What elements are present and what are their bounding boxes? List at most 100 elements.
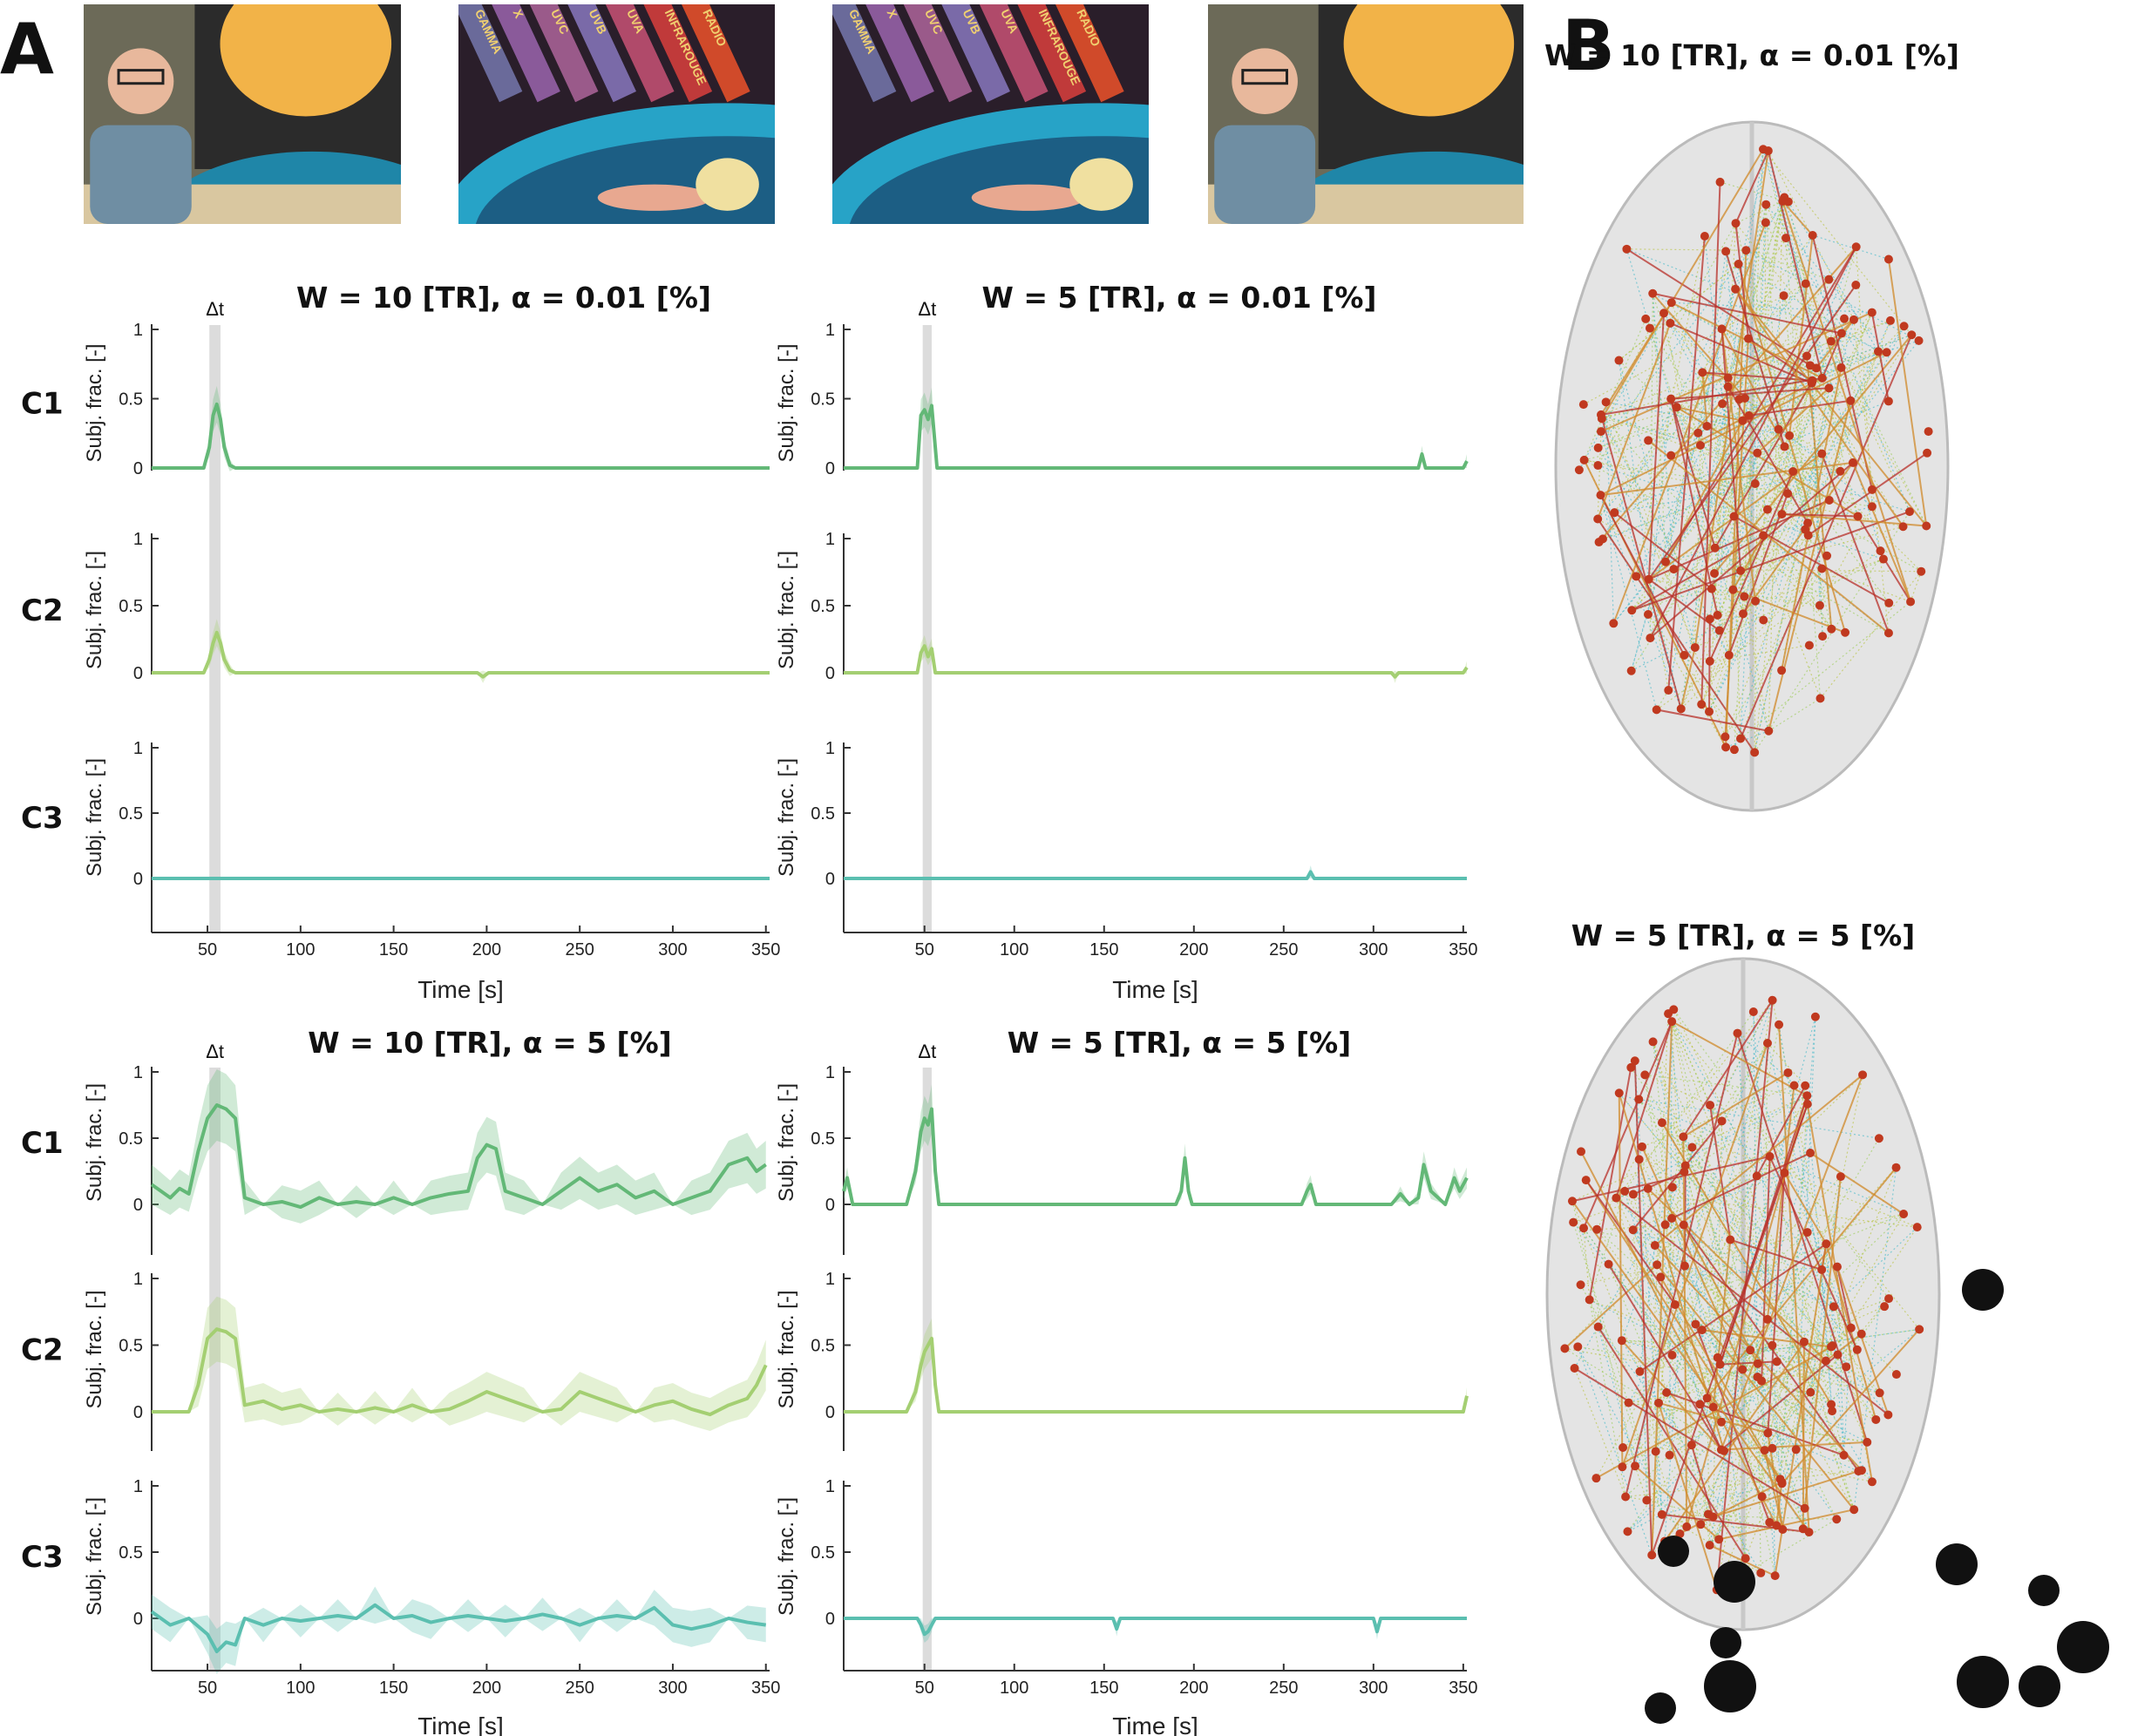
network-node	[1667, 1017, 1677, 1027]
network-edge	[1768, 697, 1821, 732]
network-node	[1832, 1262, 1842, 1271]
network-edge	[1628, 1402, 1868, 1443]
network-edge-strong	[1783, 1172, 1828, 1244]
network-node	[1880, 1302, 1890, 1312]
x-tick-label: 150	[379, 940, 408, 960]
network-node	[1574, 465, 1584, 475]
network-node	[1833, 1350, 1843, 1360]
network-node	[1652, 705, 1661, 715]
network-edge-strong	[1725, 250, 1748, 748]
network-edge	[1676, 407, 1745, 597]
network-node	[1736, 566, 1746, 575]
network-edge	[1709, 377, 1823, 661]
network-node	[1828, 1407, 1837, 1416]
network-edge	[1709, 1298, 1890, 1546]
series-line-C2	[844, 1336, 1469, 1414]
network-node	[1762, 1314, 1772, 1324]
network-edge-strong	[1615, 1197, 1890, 1416]
presenter-body	[90, 125, 192, 224]
series-line-C3	[844, 870, 1467, 880]
network-edge-strong	[1803, 1176, 1842, 1509]
network-edge	[1639, 1159, 1700, 1405]
network-node	[1576, 1280, 1585, 1290]
network-edge	[1676, 283, 1807, 408]
network-node	[1597, 414, 1606, 424]
network-edge	[1596, 1229, 1783, 1484]
network-node	[1619, 1442, 1628, 1452]
network-node	[1601, 397, 1611, 407]
network-edge	[1652, 293, 1666, 562]
network-edge	[1621, 1339, 1838, 1356]
network-edge-strong	[1667, 235, 1706, 691]
network-node	[1614, 356, 1624, 365]
network-edge	[1762, 148, 1912, 336]
network-node	[1569, 1217, 1578, 1227]
network-edge	[1768, 200, 1783, 731]
network-node	[1822, 1239, 1831, 1249]
network-edge-strong	[1761, 1156, 1771, 1381]
network-edge	[1655, 1346, 1832, 1453]
network-edge-strong	[1585, 1179, 1676, 1305]
network-node	[1849, 315, 1858, 324]
network-edge	[1621, 1165, 1686, 1341]
brain-networks	[1545, 120, 2109, 1724]
network-edge	[1811, 380, 1823, 637]
network-edge-strong	[1690, 1444, 1714, 1517]
network-edge	[1621, 1339, 1673, 1356]
network-edge-strong	[1781, 367, 1843, 671]
y-axis-label: Subj. frac. [-]	[775, 1497, 798, 1616]
network-node	[1899, 1209, 1909, 1218]
network-edge	[1584, 459, 1904, 527]
network-edge-strong	[1682, 1224, 1759, 1365]
network-node	[1650, 1241, 1659, 1251]
network-node	[1715, 177, 1725, 186]
network-edge	[1615, 1000, 1774, 1199]
series-line-C2	[152, 630, 770, 679]
network-node	[1789, 1081, 1799, 1090]
network-node	[1609, 619, 1619, 628]
network-edge-strong	[1580, 1150, 1778, 1526]
network-edge	[1655, 1451, 1681, 1535]
network-edge-strong	[1615, 1021, 1673, 1198]
network-node	[1717, 324, 1727, 334]
network-node	[1717, 1116, 1727, 1126]
network-edge	[1635, 235, 1706, 577]
network-node	[1757, 1376, 1767, 1386]
network-edge	[1627, 1333, 1863, 1532]
network-node	[1821, 1356, 1830, 1366]
network-node	[1827, 1342, 1836, 1352]
y-tick-label: 0	[825, 870, 835, 889]
hub-node	[1645, 1692, 1676, 1724]
network-node	[1662, 1387, 1672, 1397]
network-node	[1624, 1398, 1633, 1407]
presenter-body	[1214, 125, 1316, 224]
network-edge-strong	[1727, 493, 1789, 656]
network-node	[1651, 1447, 1660, 1456]
confidence-band-C1	[152, 385, 770, 471]
network-edge-strong	[1639, 1243, 1827, 1373]
network-edge	[1597, 234, 1814, 519]
network-edge	[1645, 1074, 1711, 1106]
network-node	[1617, 1336, 1626, 1346]
network-edge	[1580, 1213, 1904, 1285]
x-tick-label: 250	[565, 1678, 594, 1698]
network-edge	[1665, 312, 1873, 563]
network-edge	[1631, 325, 1905, 611]
network-edge-strong	[1781, 1328, 1920, 1484]
network-edge	[1684, 1000, 1774, 1266]
row-C2: 0 0.5 1 Subj. frac. [-] C2	[21, 1270, 768, 1451]
network-edge	[1624, 1095, 1808, 1192]
row-C1: 0 0.5 1 Subj. frac. [-] C1	[21, 1063, 767, 1255]
row-label-C1: C1	[21, 387, 64, 422]
network-edge-strong	[1732, 535, 1765, 591]
network-node	[1788, 467, 1798, 477]
network-node	[1753, 448, 1762, 458]
network-edge-strong	[1653, 292, 1843, 335]
network-node	[1764, 726, 1774, 736]
network-edge	[1655, 1136, 1684, 1452]
network-edge	[1634, 1466, 1647, 1501]
network-edge	[1646, 1499, 1714, 1518]
y-axis-label: Subj. frac. [-]	[83, 1083, 106, 1202]
